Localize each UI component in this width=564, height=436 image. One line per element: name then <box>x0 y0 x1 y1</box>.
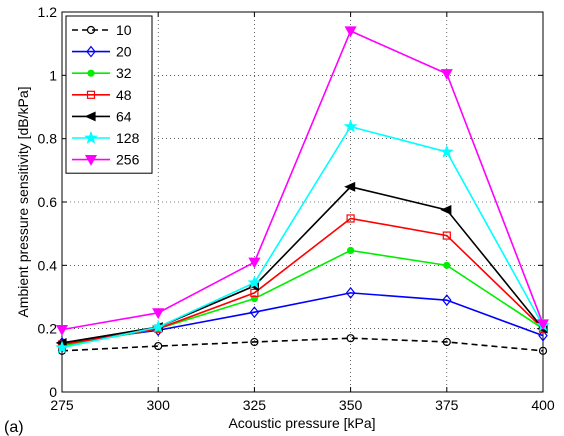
legend-marker <box>86 25 96 35</box>
legend-item: 48 <box>72 87 132 103</box>
data-point <box>55 340 69 354</box>
legend-label: 256 <box>116 152 140 168</box>
x-tick-label: 275 <box>50 397 74 413</box>
legend-label: 32 <box>116 65 132 81</box>
data-point <box>347 246 355 255</box>
series-32 <box>58 246 547 350</box>
data-point <box>346 334 355 343</box>
data-point <box>250 337 259 347</box>
data-point <box>154 341 163 351</box>
legend-item: 256 <box>72 152 140 168</box>
x-tick-label: 350 <box>339 397 363 413</box>
data-point <box>247 275 262 289</box>
data-point <box>536 319 550 331</box>
data-point <box>250 288 259 297</box>
data-point <box>538 346 548 355</box>
y-tick-label: 1.2 <box>38 4 58 20</box>
legend-item: 128 <box>72 130 140 146</box>
y-tick-label: 1 <box>49 67 57 83</box>
legend-marker <box>84 130 98 144</box>
data-point <box>344 181 356 192</box>
y-tick-label: 0.8 <box>38 131 58 147</box>
data-point <box>250 294 258 303</box>
series-line <box>61 125 544 349</box>
y-tick-label: 0 <box>49 384 57 400</box>
legend-label: 128 <box>116 130 140 146</box>
legend-item: 64 <box>72 108 132 124</box>
legend-marker <box>86 90 96 99</box>
data-point <box>344 26 357 38</box>
data-point <box>439 144 454 158</box>
legend-marker <box>84 111 96 122</box>
legend-marker <box>84 155 98 166</box>
series-64 <box>55 181 548 348</box>
legend-item: 10 <box>72 22 132 38</box>
series-10 <box>57 334 548 355</box>
series-128 <box>55 119 550 354</box>
data-point <box>443 261 451 269</box>
legend-label: 64 <box>116 108 132 124</box>
data-point <box>440 204 452 215</box>
x-tick-label: 375 <box>435 397 459 413</box>
data-point <box>538 329 548 342</box>
data-point <box>345 286 356 299</box>
series-48 <box>57 214 548 349</box>
series-line <box>61 292 544 344</box>
y-axis-label: Ambient pressure sensitivity [dB/kPa] <box>15 86 31 317</box>
x-tick-label: 300 <box>147 397 171 413</box>
data-point <box>248 257 261 269</box>
data-point <box>442 231 451 240</box>
series-256 <box>55 26 550 336</box>
axis-ticks: 275 300 325 350 375 400 0 0.2 0.4 0.6 0.8 1 1.2 <box>38 4 555 413</box>
data-point <box>152 308 165 320</box>
data-point <box>442 294 452 307</box>
x-axis-label: Acoustic pressure [kPa] <box>228 415 375 431</box>
series-layer <box>55 26 550 355</box>
x-tick-label: 400 <box>531 397 555 413</box>
data-point <box>249 306 260 319</box>
legend-label: 10 <box>116 22 132 38</box>
legend-item: 32 <box>72 65 132 81</box>
y-tick-label: 0.4 <box>38 257 58 273</box>
legend-marker <box>86 45 96 58</box>
y-tick-label: 0.2 <box>38 321 58 337</box>
data-point <box>442 337 451 347</box>
series-line <box>61 337 544 352</box>
legend-label: 48 <box>116 87 132 103</box>
data-point <box>151 319 166 333</box>
data-point <box>346 214 355 223</box>
legend-label: 20 <box>116 44 132 60</box>
y-tick-label: 0.6 <box>38 194 58 210</box>
series-line <box>61 185 544 344</box>
series-line <box>61 29 544 331</box>
data-point <box>440 69 453 80</box>
legend-marker <box>87 69 95 77</box>
data-point <box>343 119 358 133</box>
legend: 10 20 32 48 64 128 256 <box>65 15 153 174</box>
panel-label: (a) <box>4 419 24 436</box>
legend-item: 20 <box>72 44 132 60</box>
data-point <box>55 325 69 336</box>
x-tick-label: 325 <box>243 397 267 413</box>
